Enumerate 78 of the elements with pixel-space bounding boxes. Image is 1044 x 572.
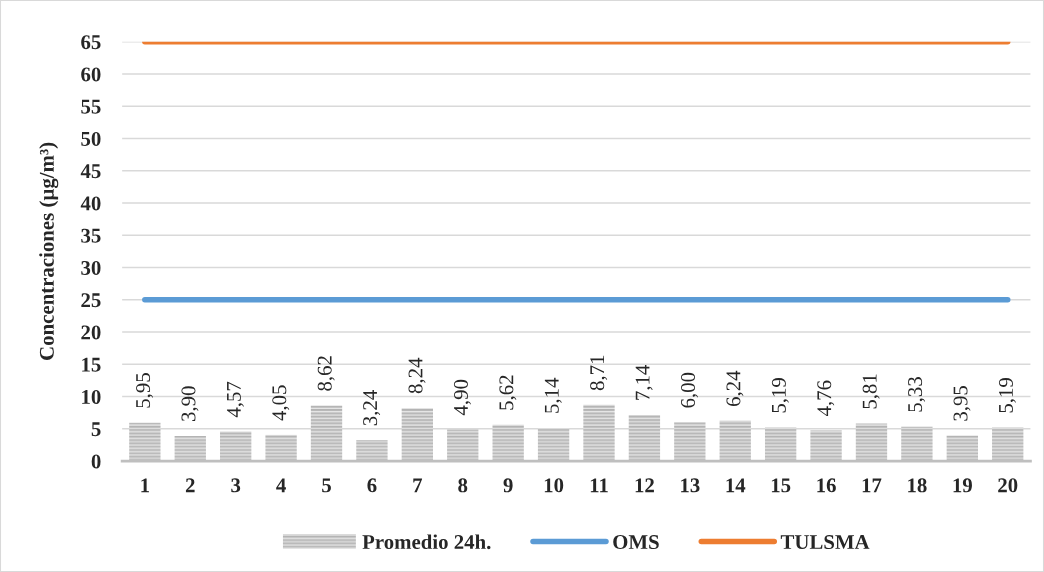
bar xyxy=(674,422,706,462)
bar xyxy=(855,423,888,462)
x-tick-label: 2 xyxy=(185,478,195,493)
y-tick-label: 10 xyxy=(82,389,101,404)
bar xyxy=(946,435,978,462)
data-label: 8,24 xyxy=(408,357,426,394)
y-tick-label: 20 xyxy=(81,325,101,340)
legend-label: OMS xyxy=(613,535,659,550)
x-tick-label: 8 xyxy=(458,478,468,493)
bar xyxy=(129,422,161,462)
bar xyxy=(537,427,570,462)
bar xyxy=(174,435,206,462)
x-tick-label: 17 xyxy=(862,478,882,493)
bar xyxy=(901,426,933,462)
x-tick-label: 20 xyxy=(998,478,1018,493)
x-tick-label: 15 xyxy=(771,478,791,493)
bar xyxy=(583,404,615,462)
legend-label: TULSMA xyxy=(780,535,870,550)
bar xyxy=(628,414,661,462)
x-tick-label: 14 xyxy=(726,478,746,493)
y-tick-label: 55 xyxy=(81,99,101,114)
y-tick-label: 60 xyxy=(81,67,101,82)
bar xyxy=(310,405,343,462)
x-tick-label: 7 xyxy=(413,478,423,493)
x-tick-label: 4 xyxy=(276,478,286,493)
bar xyxy=(265,434,297,462)
x-tick-label: 3 xyxy=(231,478,241,493)
y-tick-label: 40 xyxy=(80,196,101,211)
y-tick-label: 50 xyxy=(81,131,101,146)
x-tick-label: 1 xyxy=(141,478,149,493)
y-tick-label: 65 xyxy=(81,35,101,50)
bar xyxy=(401,407,434,462)
legend-label: Promedio 24h. xyxy=(362,534,491,550)
data-label: 4,57 xyxy=(226,381,244,418)
bar xyxy=(220,431,252,462)
data-label: 4,76 xyxy=(817,380,835,417)
data-label: 5,19 xyxy=(998,378,1016,413)
y-tick-label: 15 xyxy=(82,357,101,372)
x-tick-label: 19 xyxy=(953,478,972,493)
y-tick-label: 5 xyxy=(91,422,101,437)
x-tick-label: 18 xyxy=(908,478,927,493)
data-label: 5,33 xyxy=(908,377,926,412)
x-tick-label: 16 xyxy=(817,478,836,493)
data-label: 3,90 xyxy=(181,386,199,421)
bar xyxy=(810,430,842,462)
bar xyxy=(447,429,479,462)
bar xyxy=(356,440,388,462)
data-label: 4,05 xyxy=(272,385,290,421)
data-label: 6,24 xyxy=(726,370,744,406)
data-label: 5,95 xyxy=(136,373,154,408)
bar xyxy=(764,427,797,462)
data-label: 7,14 xyxy=(635,364,653,400)
y-tick-label: 25 xyxy=(81,293,101,308)
x-tick-label: 11 xyxy=(590,478,608,493)
y-tick-label: 30 xyxy=(81,260,101,275)
data-label: 5,14 xyxy=(544,377,562,413)
x-tick-label: 12 xyxy=(635,478,654,493)
bar xyxy=(719,420,751,462)
x-tick-label: 9 xyxy=(503,478,513,493)
y-tick-label: 35 xyxy=(81,228,101,243)
x-tick-label: 6 xyxy=(367,478,377,493)
data-label: 3,24 xyxy=(363,390,381,426)
data-label: 5,81 xyxy=(862,374,880,409)
y-tick-label: 0 xyxy=(91,454,101,469)
data-label: 5,19 xyxy=(771,378,789,413)
bar xyxy=(992,427,1024,462)
bar xyxy=(492,424,524,462)
x-tick-label: 5 xyxy=(322,478,331,493)
data-label: 6,00 xyxy=(680,372,699,408)
data-label: 8,62 xyxy=(317,356,335,391)
data-label: 5,62 xyxy=(499,375,517,410)
data-label: 4,90 xyxy=(453,379,471,416)
data-label: 8,71 xyxy=(590,355,608,391)
data-label: 3,95 xyxy=(953,386,971,421)
x-tick-label: 10 xyxy=(544,478,564,493)
x-tick-label: 13 xyxy=(681,478,700,493)
y-tick-label: 45 xyxy=(80,164,101,179)
y-axis-title: Concentraciones (µg/m³) xyxy=(39,142,59,360)
